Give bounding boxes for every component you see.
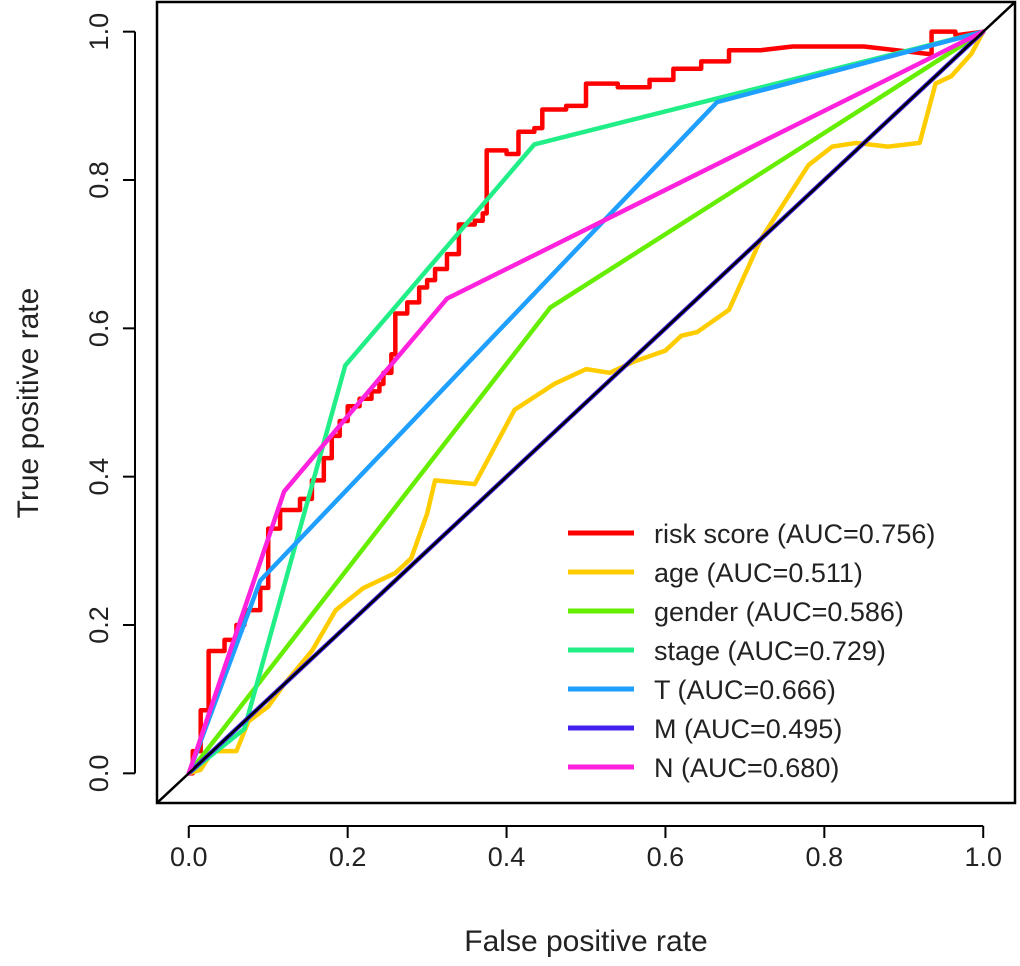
y-tick-label: 0.0 [84, 755, 114, 793]
y-axis-title: True positive rate [12, 288, 45, 519]
reference-diagonal-line [157, 2, 1015, 803]
x-tick-label: 0.2 [329, 842, 367, 872]
plot-area [157, 2, 1015, 803]
x-tick-label: 0.0 [170, 842, 208, 872]
y-tick-label: 1.0 [84, 13, 114, 51]
axes: 0.0 0.2 0.4 0.6 0.8 1.0 0.0 0.2 0.4 0.6 0.8 1.0 Fals… [12, 0, 1017, 958]
legend-label-age: age (AUC=0.511) [654, 558, 863, 588]
x-tick-label: 1.0 [964, 842, 1002, 872]
series-line-risk-score [186, 29, 986, 776]
x-tick-label: 0.8 [806, 842, 844, 872]
legend-label-m: M (AUC=0.495) [654, 714, 842, 744]
legend-label-gender: gender (AUC=0.586) [654, 597, 904, 627]
y-tick-label: 0.8 [84, 161, 114, 199]
legend-label-n: N (AUC=0.680) [654, 753, 839, 783]
legend: risk score (AUC=0.756) age (AUC=0.511) gen… [568, 519, 935, 783]
x-tick-label: 0.4 [488, 842, 526, 872]
y-tick-label: 0.2 [84, 606, 114, 644]
series-line-gender [186, 29, 986, 776]
x-axis-title: False positive rate [464, 925, 707, 958]
series-line-stage [186, 29, 986, 776]
legend-label-t: T (AUC=0.666) [654, 675, 836, 705]
y-tick-label: 0.6 [84, 310, 114, 348]
series-line-t [186, 29, 986, 776]
series-line-n [186, 29, 986, 776]
x-tick-label: 0.6 [647, 842, 685, 872]
legend-label-stage: stage (AUC=0.729) [654, 636, 886, 666]
y-tick-label: 0.4 [84, 458, 114, 496]
legend-label-risk-score: risk score (AUC=0.756) [654, 519, 935, 549]
plot-border [155, 0, 1017, 805]
